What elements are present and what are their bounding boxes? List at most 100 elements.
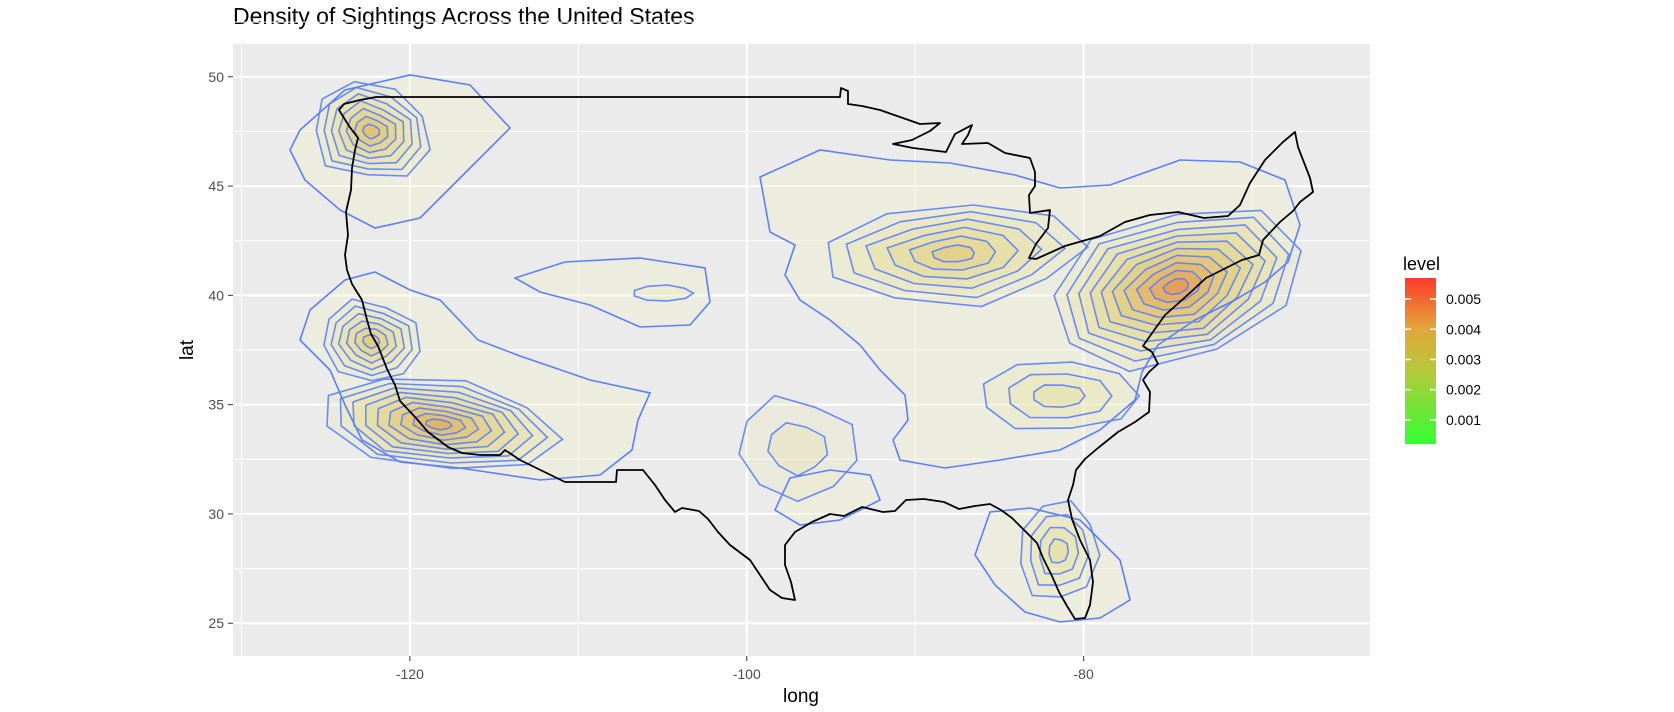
density-band [739, 395, 857, 502]
y-tick-label: 30 [208, 506, 224, 522]
contour-line [323, 86, 422, 171]
x-axis-title: long [783, 686, 819, 707]
contour-line [412, 412, 467, 437]
contour-line [337, 99, 405, 160]
grid-major [233, 44, 1370, 656]
density-band [362, 124, 380, 139]
density-band [515, 258, 710, 327]
density-band [300, 272, 650, 480]
density-band [365, 392, 519, 454]
contour-line [339, 382, 549, 464]
density-band [354, 116, 388, 147]
contour-line [323, 298, 421, 382]
legend-label: 0.005 [1446, 291, 1481, 307]
contour-line [345, 320, 398, 364]
legend-colorbar [1405, 278, 1436, 444]
contour-line [1008, 373, 1113, 419]
y-tick-label: 40 [208, 287, 224, 303]
contour-line [424, 418, 454, 431]
contour-line [337, 312, 406, 371]
density-band [1008, 374, 1112, 418]
density-band [346, 108, 396, 153]
density-band [1039, 527, 1079, 574]
x-tick-label: -120 [396, 666, 424, 682]
contour-line [1078, 224, 1278, 352]
y-tick-label: 50 [208, 69, 224, 85]
contour-line [326, 378, 564, 470]
contour-line [1020, 499, 1101, 598]
y-axis: 25 30 35 40 45 50 [208, 69, 233, 631]
contour-line [1111, 247, 1242, 326]
us-outline [338, 87, 1314, 620]
density-band [1124, 255, 1228, 318]
x-tick-label: -80 [1074, 666, 1094, 682]
contour-line [1066, 216, 1290, 362]
contour-line [400, 407, 480, 442]
contour-line [1048, 538, 1070, 564]
contour-line [289, 74, 512, 229]
legend: level 0.001 0.002 0.003 0.004 0.005 [1403, 254, 1481, 444]
density-band [1030, 514, 1089, 586]
contour-line [864, 218, 1043, 290]
contour-line [773, 469, 882, 526]
density-band [828, 205, 1088, 307]
contour-line [1053, 209, 1302, 373]
contour-line [1029, 513, 1090, 587]
contour-line [361, 123, 381, 140]
contour-line [352, 386, 534, 459]
density-band [887, 227, 1019, 279]
contour-line [362, 334, 381, 350]
contour-line [364, 391, 520, 455]
legend-ticks: 0.001 0.002 0.003 0.004 0.005 [1405, 291, 1481, 428]
contour-line [1135, 261, 1215, 311]
density-band [338, 313, 405, 370]
y-axis-title: lat [177, 339, 198, 360]
y-tick-label: 45 [208, 178, 224, 194]
density-band [634, 285, 694, 301]
density-band [363, 335, 380, 349]
contour-line [1032, 384, 1087, 408]
contour-line [330, 305, 413, 377]
density-band [1054, 210, 1301, 372]
density-band [767, 422, 828, 476]
grid-minor [233, 21, 1370, 679]
contour-line [513, 257, 711, 328]
contour-line [982, 361, 1141, 430]
contour-line [299, 271, 652, 481]
x-axis: -120 -100 -80 [396, 656, 1094, 682]
contour-line [353, 115, 389, 147]
density-band [1049, 539, 1069, 563]
contour-line [931, 244, 976, 263]
density-band [760, 150, 1300, 468]
y-tick-label: 25 [208, 615, 224, 631]
density-band [331, 93, 412, 164]
contour-line [738, 394, 858, 503]
contour-line [974, 507, 1131, 623]
contour-line [767, 421, 829, 477]
chart-title: Density of Sightings Across the United S… [233, 3, 695, 29]
contour-line [376, 396, 506, 451]
contour-line [1148, 269, 1202, 304]
legend-label: 0.002 [1446, 382, 1481, 398]
contour-line [1089, 232, 1267, 343]
contour-line [315, 80, 431, 177]
contour-line [388, 401, 493, 446]
contour-line [354, 327, 389, 357]
legend-title: level [1403, 254, 1440, 274]
density-band [1112, 248, 1241, 325]
contour-line [886, 226, 1020, 280]
legend-label: 0.004 [1446, 321, 1481, 337]
density-band [909, 236, 996, 270]
y-tick-label: 35 [208, 397, 224, 413]
contour-line [1162, 277, 1190, 296]
legend-label: 0.003 [1446, 351, 1481, 367]
contour-line [827, 204, 1090, 308]
contour-line [1100, 240, 1254, 334]
contour-line [330, 92, 413, 165]
density-band [1033, 385, 1085, 408]
density-band [1090, 233, 1266, 342]
density-band [932, 245, 975, 262]
x-tick-label: -100 [733, 666, 761, 682]
contour-line [759, 149, 1301, 469]
